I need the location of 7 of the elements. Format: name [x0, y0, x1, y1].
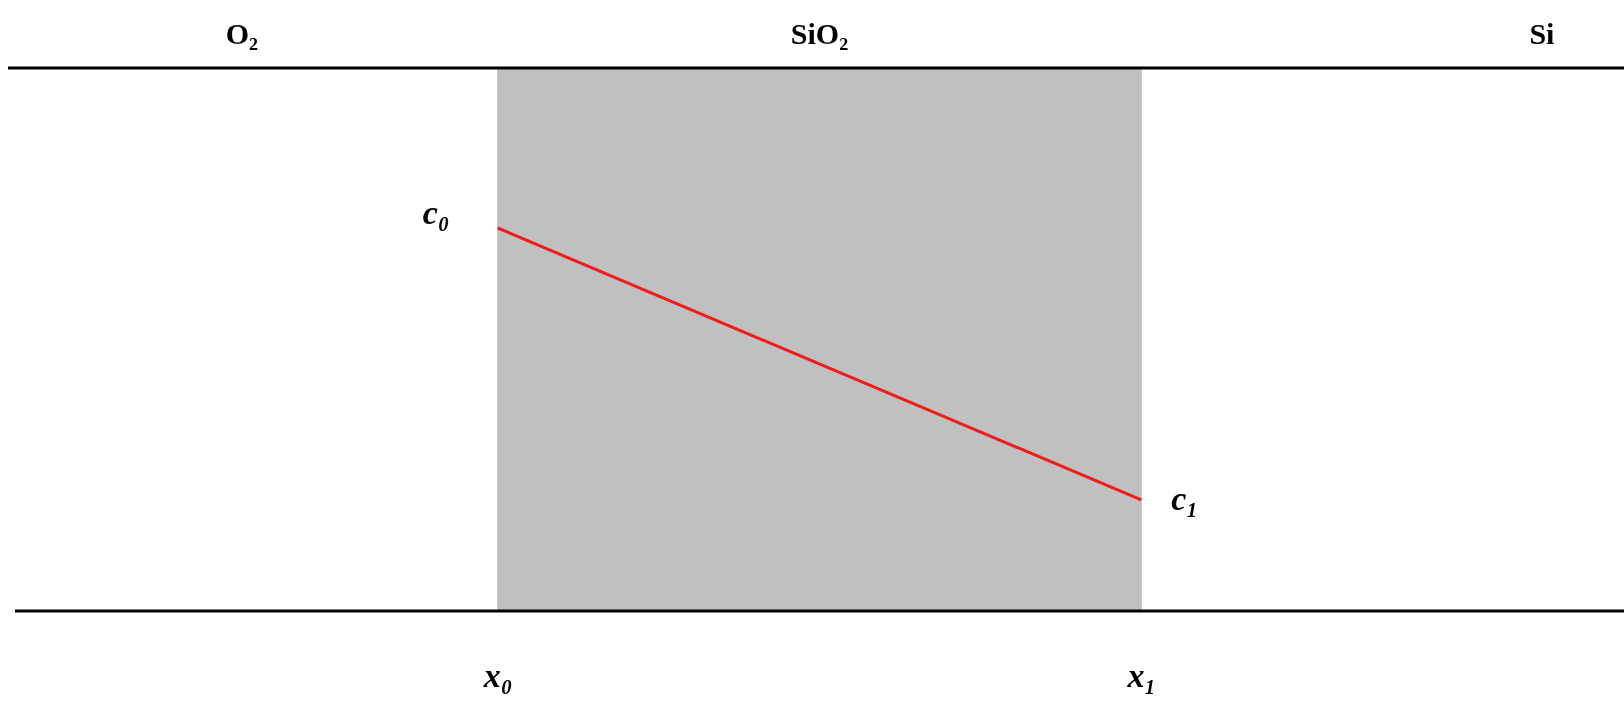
x-tick-label: x₁ — [1126, 657, 1157, 695]
text: O₂ — [225, 17, 259, 50]
annotation: c₁ — [1171, 479, 1199, 517]
annotation: c₀ — [422, 194, 450, 231]
text: Si — [1529, 17, 1555, 50]
x-tick-label: x₀ — [482, 657, 513, 695]
text: SiO₂ — [790, 17, 849, 50]
